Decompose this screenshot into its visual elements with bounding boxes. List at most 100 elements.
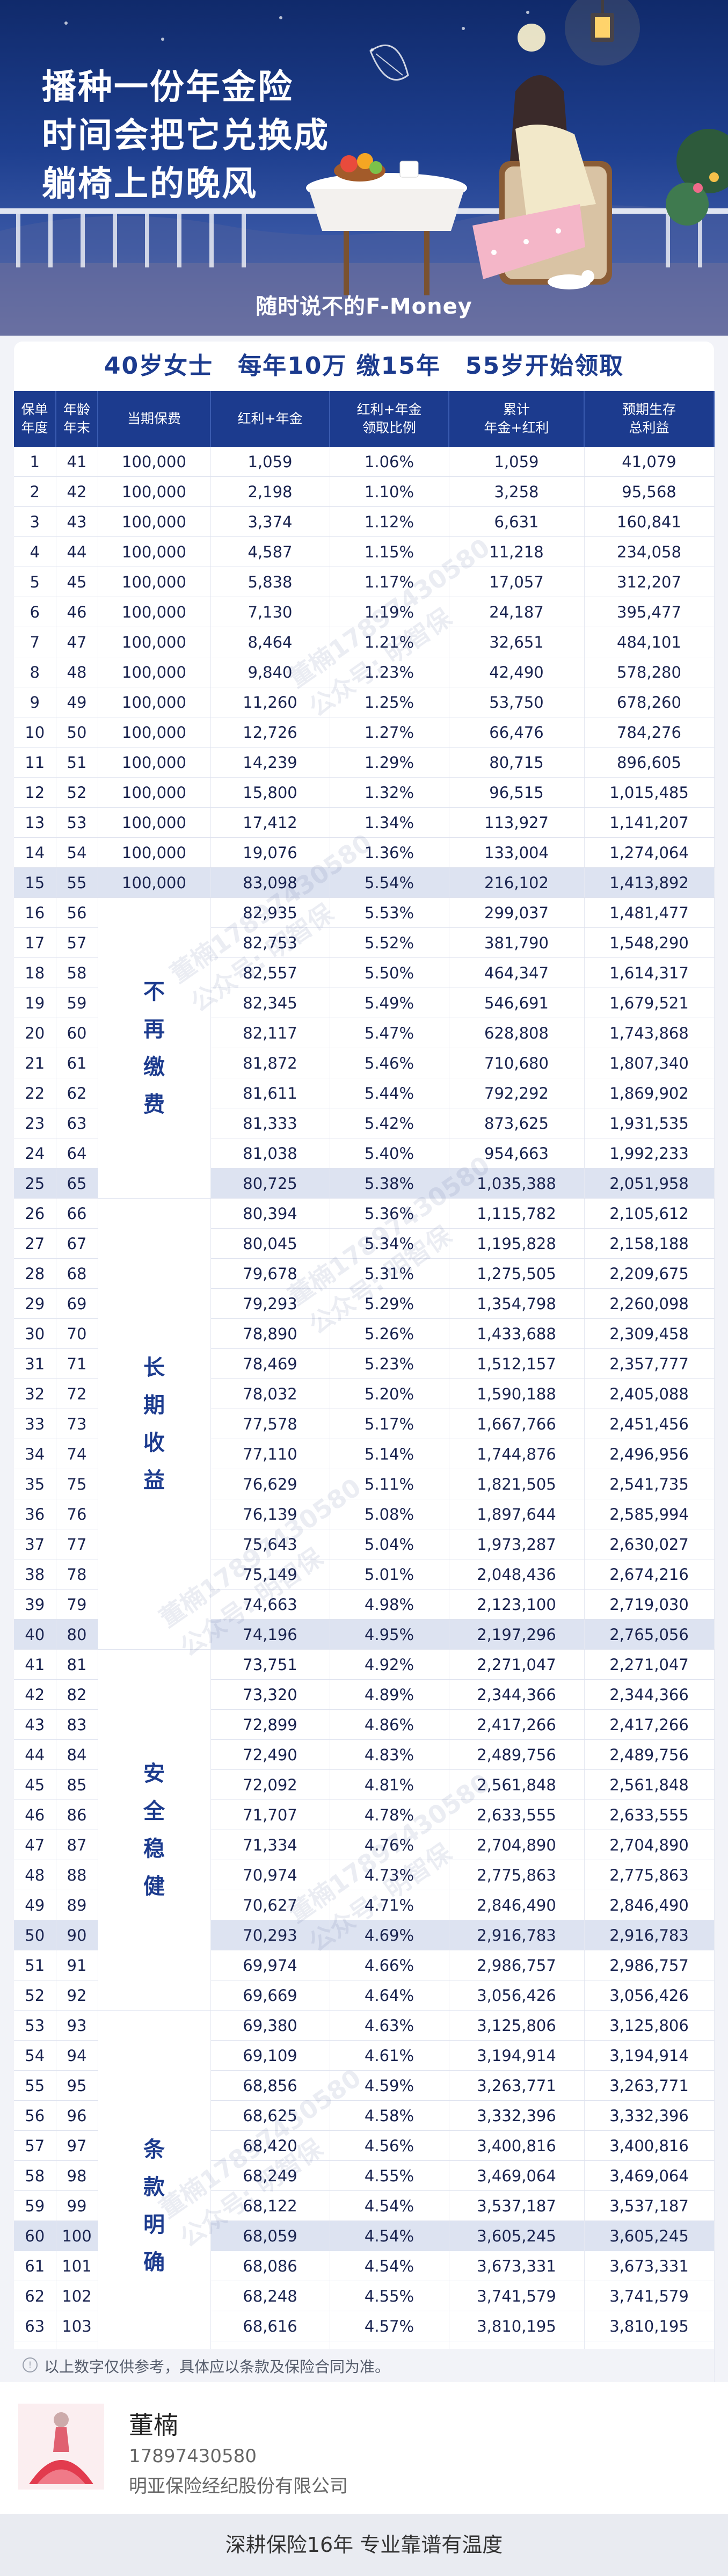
cell-total-benefit: 2,719,030 bbox=[584, 1589, 715, 1620]
cell-dividend-annuity: 82,117 bbox=[210, 1018, 330, 1048]
cell-policy-year: 46 bbox=[14, 1799, 56, 1830]
table-row: 21 61 81,872 5.46% 710,680 1,807,340 bbox=[14, 1048, 715, 1078]
cell-cumulative: 11,218 bbox=[449, 536, 585, 567]
cell-total-benefit: 3,263,771 bbox=[584, 2070, 715, 2101]
cell-dividend-annuity: 12,726 bbox=[210, 717, 330, 748]
cell-dividend-annuity: 77,578 bbox=[210, 1409, 330, 1439]
table-row: 6 46 100,000 7,130 1.19% 24,187 395,477 bbox=[14, 597, 715, 627]
cell-cumulative: 3,537,187 bbox=[449, 2190, 585, 2221]
table-row: 15 55 100,000 83,098 5.54% 216,102 1,413,892 bbox=[14, 867, 715, 898]
table-row: 39 79 74,663 4.98% 2,123,100 2,719,030 bbox=[14, 1589, 715, 1620]
cell-policy-year: 10 bbox=[14, 717, 56, 748]
cell-dividend-annuity: 75,149 bbox=[210, 1559, 330, 1590]
cell-payout-ratio: 1.06% bbox=[330, 447, 449, 477]
cell-age: 53 bbox=[56, 807, 98, 838]
cell-total-benefit: 3,332,396 bbox=[584, 2100, 715, 2131]
cell-total-benefit: 2,765,056 bbox=[584, 1619, 715, 1650]
cell-policy-year: 25 bbox=[14, 1168, 56, 1199]
cell-age: 78 bbox=[56, 1559, 98, 1590]
cell-policy-year: 52 bbox=[14, 1980, 56, 2011]
cell-cumulative: 2,986,757 bbox=[449, 1950, 585, 1980]
table-row: 12 52 100,000 15,800 1.32% 96,515 1,015,485 bbox=[14, 777, 715, 808]
hero-title-line-1: 播种一份年金险 bbox=[42, 68, 294, 107]
cell-policy-year: 6 bbox=[14, 597, 56, 627]
cell-total-benefit: 160,841 bbox=[584, 506, 715, 537]
disclaimer-note: ! 以上数字仅供参考，具体应以条款及保险合同为准。 bbox=[14, 2349, 714, 2382]
header-premium: 当期保费 bbox=[98, 391, 211, 447]
cell-age: 99 bbox=[56, 2190, 98, 2221]
table-body: 1 41 100,000 1,059 1.06% 1,059 41,079 2 42 100,00… bbox=[14, 447, 715, 2401]
cell-cumulative: 3,194,914 bbox=[449, 2040, 585, 2071]
cell-payout-ratio: 4.57% bbox=[330, 2311, 449, 2341]
header-cumulative: 累计 年金+红利 bbox=[449, 391, 585, 447]
cell-payout-ratio: 5.31% bbox=[330, 1258, 449, 1289]
cell-dividend-annuity: 81,038 bbox=[210, 1138, 330, 1169]
cell-total-benefit: 2,051,958 bbox=[584, 1168, 715, 1199]
table-row: 42 82 73,320 4.89% 2,344,366 2,344,366 bbox=[14, 1679, 715, 1710]
cell-total-benefit: 41,079 bbox=[584, 447, 715, 477]
cell-total-benefit: 3,537,187 bbox=[584, 2190, 715, 2221]
cell-age: 52 bbox=[56, 777, 98, 808]
cell-cumulative: 873,625 bbox=[449, 1108, 585, 1138]
table-row: 2 42 100,000 2,198 1.10% 3,258 95,568 bbox=[14, 476, 715, 507]
cell-cumulative: 216,102 bbox=[449, 867, 585, 898]
table-row: 24 64 81,038 5.40% 954,663 1,992,233 bbox=[14, 1138, 715, 1169]
cell-cumulative: 1,275,505 bbox=[449, 1258, 585, 1289]
cell-age: 80 bbox=[56, 1619, 98, 1650]
cell-age: 87 bbox=[56, 1830, 98, 1860]
table-row: 46 86 71,707 4.78% 2,633,555 2,633,555 bbox=[14, 1799, 715, 1830]
cell-cumulative: 2,489,756 bbox=[449, 1739, 585, 1770]
cell-payout-ratio: 4.54% bbox=[330, 2251, 449, 2281]
cell-cumulative: 3,673,331 bbox=[449, 2251, 585, 2281]
cell-dividend-annuity: 77,110 bbox=[210, 1439, 330, 1469]
cell-cumulative: 24,187 bbox=[449, 597, 585, 627]
cell-policy-year: 8 bbox=[14, 657, 56, 687]
cell-cumulative: 464,347 bbox=[449, 957, 585, 988]
cell-age: 70 bbox=[56, 1318, 98, 1349]
cell-payout-ratio: 4.55% bbox=[330, 2281, 449, 2311]
hero-title-line-3: 躺椅上的晚风 bbox=[42, 164, 258, 204]
cell-age: 95 bbox=[56, 2070, 98, 2101]
table-row: 44 84 72,490 4.83% 2,489,756 2,489,756 bbox=[14, 1739, 715, 1770]
cell-policy-year: 51 bbox=[14, 1950, 56, 1980]
cell-payout-ratio: 4.73% bbox=[330, 1860, 449, 1890]
cell-premium: 100,000 bbox=[98, 567, 211, 597]
table-row: 9 49 100,000 11,260 1.25% 53,750 678,260 bbox=[14, 687, 715, 717]
cell-dividend-annuity: 68,420 bbox=[210, 2130, 330, 2161]
cell-cumulative: 3,400,816 bbox=[449, 2130, 585, 2161]
header-age-text: 年龄 年末 bbox=[63, 402, 90, 436]
cell-cumulative: 133,004 bbox=[449, 837, 585, 868]
cell-total-benefit: 2,585,994 bbox=[584, 1499, 715, 1529]
cell-dividend-annuity: 15,800 bbox=[210, 777, 330, 808]
cell-policy-year: 63 bbox=[14, 2311, 56, 2341]
cell-total-benefit: 2,846,490 bbox=[584, 1890, 715, 1920]
cell-cumulative: 710,680 bbox=[449, 1048, 585, 1078]
cell-dividend-annuity: 80,045 bbox=[210, 1228, 330, 1259]
agent-phone[interactable]: 17897430580 bbox=[129, 2446, 257, 2467]
cell-age: 43 bbox=[56, 506, 98, 537]
cell-total-benefit: 3,605,245 bbox=[584, 2221, 715, 2251]
cell-payout-ratio: 5.38% bbox=[330, 1168, 449, 1199]
cell-payout-ratio: 4.55% bbox=[330, 2160, 449, 2191]
cell-dividend-annuity: 82,935 bbox=[210, 897, 330, 928]
table-row: 7 47 100,000 8,464 1.21% 32,651 484,101 bbox=[14, 627, 715, 657]
cell-age: 69 bbox=[56, 1288, 98, 1319]
cell-policy-year: 61 bbox=[14, 2251, 56, 2281]
cell-cumulative: 1,115,782 bbox=[449, 1198, 585, 1229]
cell-age: 88 bbox=[56, 1860, 98, 1890]
cell-age: 101 bbox=[56, 2251, 98, 2281]
cell-cumulative: 2,123,100 bbox=[449, 1589, 585, 1620]
cell-policy-year: 12 bbox=[14, 777, 56, 808]
cell-total-benefit: 3,741,579 bbox=[584, 2281, 715, 2311]
cell-total-benefit: 1,869,902 bbox=[584, 1078, 715, 1108]
table-row: 60 100 68,059 4.54% 3,605,245 3,605,245 bbox=[14, 2221, 715, 2251]
table-row: 25 65 80,725 5.38% 1,035,388 2,051,958 bbox=[14, 1168, 715, 1199]
cell-policy-year: 26 bbox=[14, 1198, 56, 1229]
cell-age: 48 bbox=[56, 657, 98, 687]
cell-payout-ratio: 5.34% bbox=[330, 1228, 449, 1259]
cell-total-benefit: 234,058 bbox=[584, 536, 715, 567]
cell-dividend-annuity: 80,394 bbox=[210, 1198, 330, 1229]
side-label-cell: 条款明确 bbox=[98, 2010, 211, 2401]
cell-total-benefit: 2,105,612 bbox=[584, 1198, 715, 1229]
table-row: 45 85 72,092 4.81% 2,561,848 2,561,848 bbox=[14, 1769, 715, 1800]
